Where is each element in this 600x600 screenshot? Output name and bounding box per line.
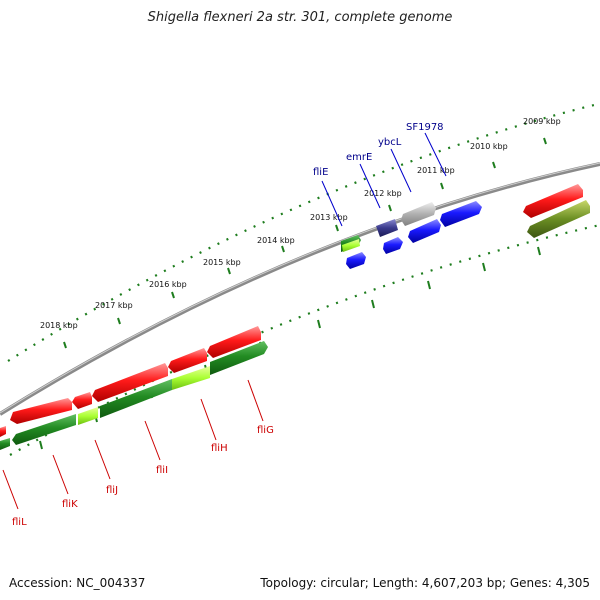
kbp-label: 2009 kbp	[523, 117, 561, 126]
reverse-gene-track	[0, 200, 590, 450]
kbp-label: 2017 kbp	[95, 301, 133, 310]
gene-feature[interactable]	[78, 407, 98, 425]
top-gene-labels: SF1978 ybcL emrE fliE	[313, 122, 447, 227]
gene-label-leader	[144, 420, 161, 461]
gene-label-leader	[52, 454, 69, 495]
kbp-ruler-inner	[9, 223, 600, 456]
gene-feature[interactable]	[0, 438, 10, 450]
gene-label-sf1978[interactable]: SF1978	[406, 122, 444, 133]
kbp-label: 2014 kbp	[257, 236, 295, 245]
upper-gene-cluster	[341, 201, 482, 269]
gene-feature[interactable]	[92, 363, 168, 402]
gene-label-leader	[390, 148, 412, 193]
gene-feature[interactable]	[12, 414, 76, 445]
gene-feature[interactable]	[527, 200, 590, 238]
gene-feature[interactable]	[172, 366, 210, 390]
kbp-label: 2016 kbp	[149, 280, 187, 289]
accession-text: Accession: NC_004337	[9, 576, 146, 590]
forward-gene-track	[0, 184, 583, 437]
gene-feature[interactable]	[440, 201, 482, 227]
page-title: Shigella flexneri 2a str. 301, complete …	[147, 10, 453, 25]
kbp-label: 2018 kbp	[40, 321, 78, 330]
gene-feature[interactable]	[72, 392, 92, 409]
gene-feature[interactable]	[376, 219, 398, 237]
genome-backbone	[0, 162, 600, 416]
kbp-major-ticks-outer	[63, 137, 547, 349]
kbp-label: 2013 kbp	[310, 213, 348, 222]
gene-label-leader	[359, 163, 381, 209]
kbp-label: 2010 kbp	[470, 142, 508, 151]
gene-feature[interactable]	[0, 426, 6, 437]
gene-feature[interactable]	[168, 348, 207, 373]
gene-label-flik[interactable]: fliK	[62, 499, 78, 510]
gene-label-leader	[247, 379, 264, 422]
gene-label-leader	[200, 398, 217, 441]
gene-label-emre[interactable]: emrE	[346, 152, 372, 163]
gene-label-flij[interactable]: fliJ	[106, 485, 118, 496]
gene-feature[interactable]	[408, 219, 441, 243]
gene-feature[interactable]	[346, 252, 366, 269]
genome-summary-text: Topology: circular; Length: 4,607,203 bp…	[260, 576, 590, 590]
kbp-labels: 2009 kbp 2010 kbp 2011 kbp 2012 kbp 2013…	[40, 117, 561, 330]
gene-feature[interactable]	[523, 184, 583, 218]
gene-label-leader	[321, 180, 343, 227]
kbp-label: 2011 kbp	[417, 166, 455, 175]
gene-feature[interactable]	[401, 202, 436, 226]
gene-label-leader	[94, 439, 111, 480]
bottom-gene-labels: fliG fliH fliI fliJ fliK fliL	[2, 379, 274, 528]
gene-feature[interactable]	[100, 379, 172, 418]
gene-label-ybcl[interactable]: ybcL	[378, 137, 402, 148]
gene-label-flie[interactable]: fliE	[313, 167, 328, 178]
gene-feature[interactable]	[383, 237, 403, 254]
gene-label-leader	[2, 469, 19, 510]
kbp-label: 2015 kbp	[203, 258, 241, 267]
kbp-label: 2012 kbp	[364, 189, 402, 198]
gene-label-flih[interactable]: fliH	[211, 443, 228, 454]
gene-label-flii[interactable]: fliI	[156, 465, 168, 476]
genome-backbone-shine	[0, 162, 600, 414]
gene-label-flig[interactable]: fliG	[257, 425, 274, 436]
gene-label-leader	[424, 132, 447, 177]
gene-label-flil[interactable]: fliL	[12, 517, 27, 528]
gene-feature[interactable]	[342, 239, 360, 252]
kbp-ruler-outer	[7, 102, 599, 362]
gene-feature[interactable]	[207, 326, 261, 358]
gene-feature[interactable]	[210, 341, 268, 375]
gene-feature[interactable]	[10, 398, 72, 424]
